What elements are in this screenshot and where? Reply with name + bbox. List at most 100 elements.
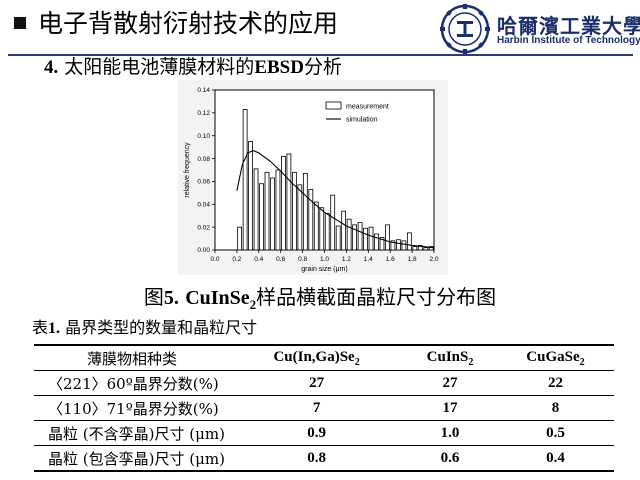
- histogram-bar: [264, 171, 270, 251]
- table-title-text: 晶界类型的数量和晶粒尺寸: [65, 318, 258, 337]
- table-header-cigs: Cu(In,Ga)Se2: [230, 344, 404, 371]
- y-tick-label: 0.14: [197, 87, 210, 94]
- histogram-bar: [281, 155, 286, 251]
- histogram-bar: [248, 141, 253, 251]
- section-text-after: 分析: [303, 56, 342, 78]
- y-axis-label: relative frequency: [184, 142, 191, 198]
- row-label: 〈221〉60º晶界分数(%): [34, 370, 230, 396]
- table-cell: 0.6: [403, 445, 497, 472]
- table-row: 〈221〉60º晶界分数(%) 27 27 22: [34, 370, 614, 396]
- legend-label: simulation: [346, 117, 378, 124]
- figure-caption: 图5. CuInSe2样品横截面晶粒尺寸分布图: [0, 284, 640, 318]
- legend-label: measurement: [346, 104, 389, 111]
- histogram-bar: [428, 246, 434, 251]
- x-tick-label: 0.8: [298, 256, 307, 263]
- row-label: 晶粒 (不含孪晶)尺寸 (μm): [34, 420, 230, 446]
- table-cell: 27: [230, 370, 404, 396]
- histogram-bar: [352, 224, 357, 251]
- table-cell: 8: [496, 395, 614, 421]
- cgs-formula-sub: 2: [579, 356, 585, 368]
- simulation-curve: [236, 150, 435, 249]
- histogram-bar: [357, 222, 363, 251]
- histogram-bar: [363, 227, 368, 251]
- section-number: 4.: [44, 57, 59, 78]
- header-divider: [8, 54, 633, 56]
- histogram-bar: [237, 226, 243, 251]
- histogram-bar: [292, 171, 297, 251]
- histogram-bar: [286, 153, 292, 251]
- cis-formula: CuInS: [426, 348, 469, 365]
- plot-frame: [214, 89, 435, 251]
- x-tick-label: 2.0: [429, 256, 438, 263]
- table-cell: 0.4: [496, 445, 614, 472]
- table-header-row: 薄膜物相种类 Cu(In,Ga)Se2 CuInS2 CuGaSe2: [34, 344, 614, 371]
- y-tick-label: 0.08: [197, 156, 210, 163]
- figure-caption-prefix: 图: [143, 285, 164, 309]
- section-text-before: 太阳能电池薄膜材料的: [64, 56, 255, 78]
- histogram-bar: [242, 109, 248, 251]
- table-row: 晶粒 (不含孪晶)尺寸 (μm) 0.9 1.0 0.5: [34, 420, 614, 446]
- histogram-bar: [423, 247, 429, 251]
- university-seal-icon: [440, 4, 490, 54]
- cigs-formula-sub: 2: [354, 356, 360, 368]
- x-tick-label: 0.4: [254, 256, 263, 263]
- histogram-bar: [346, 218, 352, 251]
- table-cell: 7: [230, 395, 404, 421]
- histogram-bar: [374, 233, 379, 251]
- histogram-bar: [308, 189, 314, 251]
- histogram-bar: [406, 232, 412, 251]
- histogram-bar: [324, 213, 330, 251]
- table-cell: 0.8: [230, 445, 404, 472]
- table-cell: 0.9: [230, 420, 404, 446]
- grain-size-chart: 0.0 0.2 0.4 0.6 0.8 1.0 1.2 1.4 1.6 1.8 2.0 0.00 0.0…: [178, 80, 448, 275]
- figure-caption-label: 5.: [163, 287, 179, 309]
- histogram-bar: [341, 210, 347, 251]
- histogram-bar: [319, 207, 325, 251]
- grain-size-histogram: 0.0 0.2 0.4 0.6 0.8 1.0 1.2 1.4 1.6 1.8 2.0 0.00 0.0…: [178, 80, 448, 275]
- table-title: 表1. 晶界类型的数量和晶粒尺寸: [32, 318, 257, 339]
- grain-boundary-table: 薄膜物相种类 Cu(In,Ga)Se2 CuInS2 CuGaSe2 〈221〉…: [34, 344, 614, 472]
- logo-name-cn: 哈爾濱工業大學: [497, 14, 640, 38]
- x-tick-label: 1.0: [320, 256, 329, 263]
- bullet-square-icon: [14, 17, 26, 29]
- x-tick-label: 1.4: [364, 256, 373, 263]
- histogram-bar: [335, 225, 341, 251]
- table-cell: 1.0: [403, 420, 497, 446]
- university-logo: 哈爾濱工業大學 Harbin Institute of Technology: [437, 4, 640, 54]
- cgs-formula: CuGaSe: [526, 348, 580, 365]
- histogram-bar: [330, 194, 336, 251]
- slide-title: 电子背散射衍射技术的应用: [38, 9, 339, 38]
- table-row: 晶粒 (包含孪晶)尺寸 (μm) 0.8 0.6 0.4: [34, 445, 614, 472]
- histogram-bar: [368, 226, 374, 251]
- y-tick-label: 0.10: [197, 133, 210, 140]
- histogram-bar: [275, 169, 281, 251]
- x-tick-label: 0.0: [210, 256, 219, 263]
- table-cell: 27: [403, 370, 497, 396]
- row-label: 晶粒 (包含孪晶)尺寸 (μm): [34, 445, 230, 472]
- x-tick-label: 1.8: [408, 256, 417, 263]
- x-tick-label: 0.6: [276, 256, 285, 263]
- histogram-bar: [259, 183, 264, 251]
- histogram-bar: [297, 184, 303, 251]
- histogram-bar: [270, 177, 275, 251]
- table-cell: 0.5: [496, 420, 614, 446]
- x-axis-label: grain size (μm): [301, 266, 347, 273]
- histogram-bar: [417, 245, 423, 251]
- y-tick-label: 0.06: [197, 179, 210, 186]
- x-tick-label: 0.2: [232, 256, 241, 263]
- histogram-bar: [253, 168, 259, 251]
- histogram-bar: [401, 240, 407, 251]
- cis-formula-sub: 2: [468, 356, 474, 368]
- table-header-cgs: CuGaSe2: [496, 344, 614, 371]
- cigs-formula: Cu(In,Ga)Se: [273, 348, 355, 365]
- histogram-bar: [302, 173, 308, 251]
- legend-bar-swatch: [325, 101, 342, 110]
- section-heading: 4. 太阳能电池薄膜材料的EBSD分析: [44, 55, 342, 80]
- histogram-bar: [390, 240, 396, 251]
- histogram-bar: [396, 239, 401, 251]
- y-tick-label: 0.12: [197, 110, 210, 117]
- section-text-latin: EBSD: [254, 57, 304, 78]
- table-title-prefix: 表: [32, 318, 49, 337]
- figure-caption-text: 样品横截面晶粒尺寸分布图: [256, 285, 497, 309]
- histogram-bar: [313, 201, 319, 251]
